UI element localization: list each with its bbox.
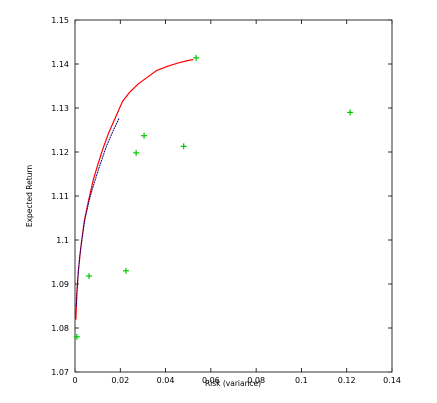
data-point-marker bbox=[193, 54, 200, 61]
y-tick-label: 1.14 bbox=[51, 60, 69, 69]
x-tick-label: 0.14 bbox=[383, 376, 401, 385]
y-tick-label: 1.07 bbox=[51, 368, 69, 377]
data-point-marker bbox=[86, 273, 93, 280]
dotted-frontier-line bbox=[75, 117, 120, 307]
y-tick-label: 1.13 bbox=[51, 104, 69, 113]
x-tick-label: 0.02 bbox=[111, 376, 129, 385]
x-tick-label: 0 bbox=[72, 376, 77, 385]
x-tick-label: 0.12 bbox=[338, 376, 356, 385]
y-tick-label: 1.11 bbox=[51, 192, 69, 201]
data-point-marker bbox=[133, 149, 140, 156]
y-tick-label: 1.12 bbox=[51, 148, 69, 157]
data-point-marker bbox=[73, 333, 80, 340]
x-tick-label: 0.08 bbox=[247, 376, 265, 385]
x-tick-label: 0.04 bbox=[157, 376, 175, 385]
x-axis-label: Risk (variance) bbox=[205, 379, 261, 388]
x-tick-label: 0.06 bbox=[202, 376, 220, 385]
y-tick-label: 1.08 bbox=[51, 324, 69, 333]
series-layer bbox=[73, 54, 354, 340]
y-tick-label: 1.15 bbox=[51, 16, 69, 25]
data-point-marker bbox=[347, 109, 354, 116]
data-point-marker bbox=[180, 143, 187, 150]
data-point-marker bbox=[141, 132, 148, 139]
data-point-marker bbox=[122, 267, 129, 274]
ticks-layer: 0 0.02 0.04 0.06 0.08 0.1 0.12 0.14 1.07 1.08 1.09… bbox=[51, 16, 401, 385]
y-tick-label: 1.09 bbox=[51, 280, 69, 289]
x-tick-label: 0.1 bbox=[295, 376, 308, 385]
y-axis-label: Expected Return bbox=[25, 165, 34, 228]
plot-area-frame bbox=[74, 19, 393, 373]
efficient-frontier-line bbox=[75, 59, 194, 320]
y-tick-label: 1.1 bbox=[56, 236, 69, 245]
